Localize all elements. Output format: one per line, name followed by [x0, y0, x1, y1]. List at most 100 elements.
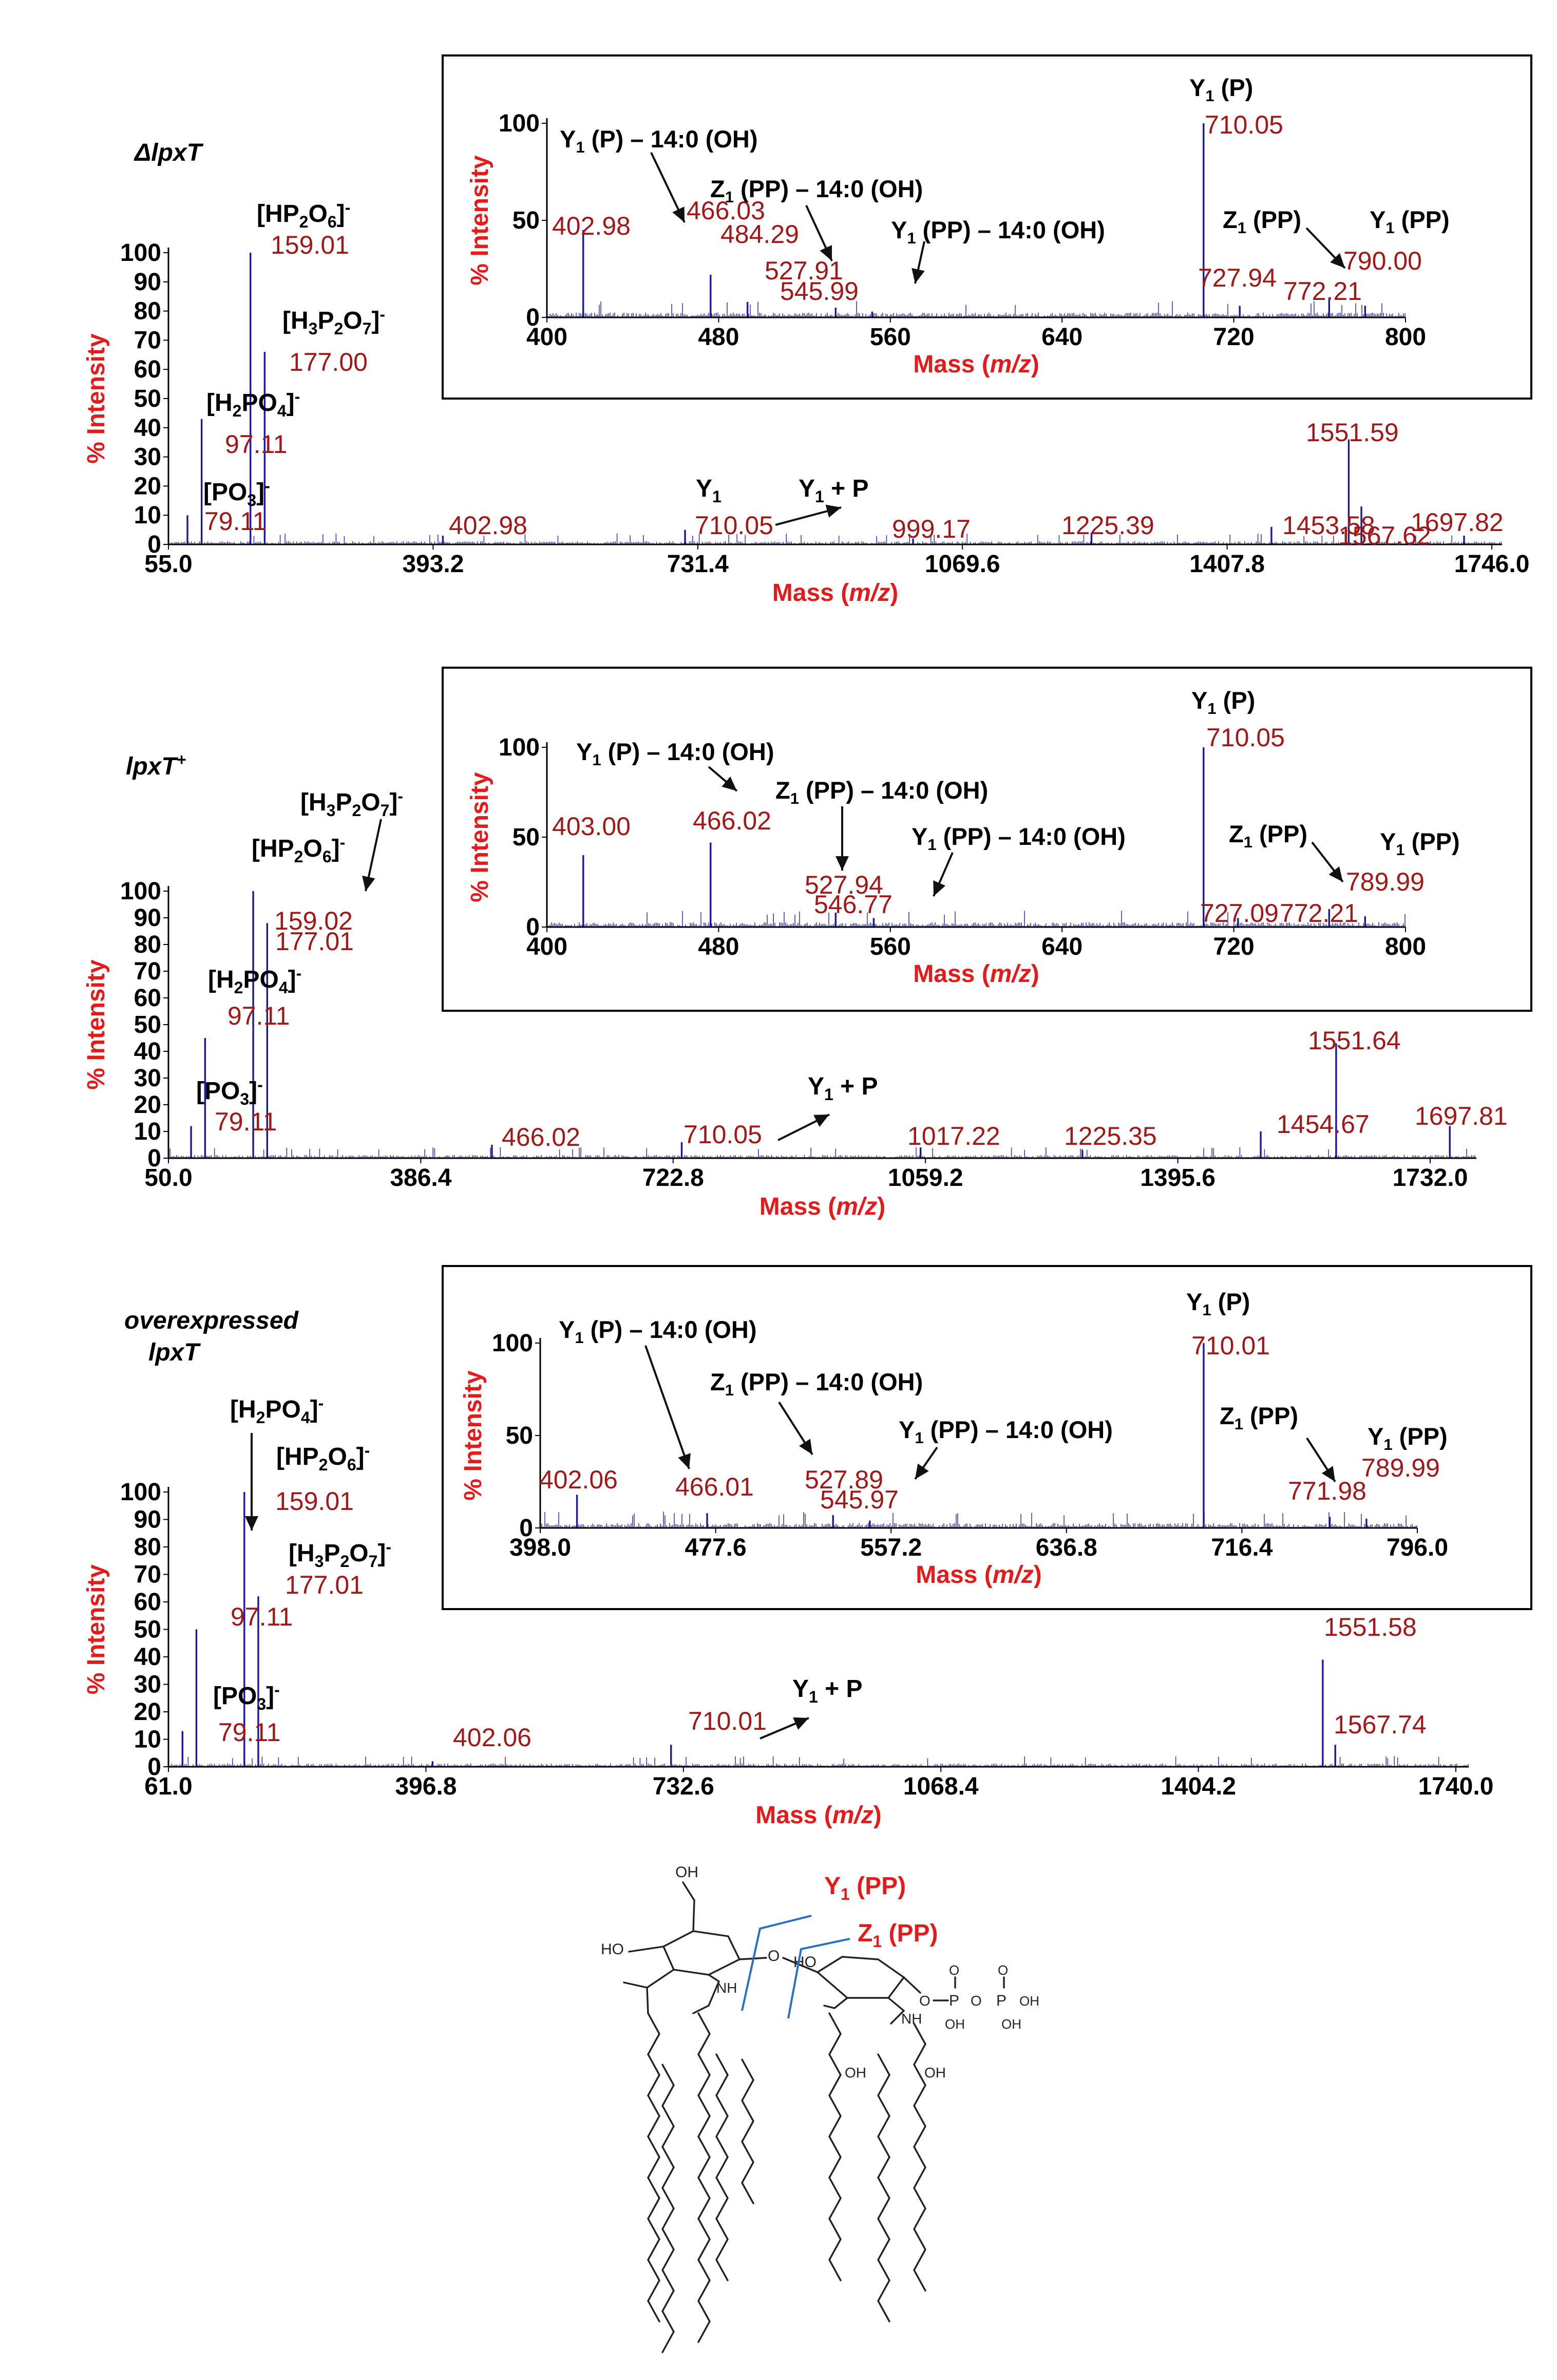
atom-nh1: NH — [716, 1980, 737, 1996]
annotation-label: Y1 (PP) — [1380, 828, 1460, 859]
y-tick-label: 0 — [519, 1515, 533, 1542]
y-tick-label: 30 — [134, 1671, 161, 1698]
peak-label: 1454.67 — [1277, 1110, 1370, 1139]
x-tick-label: 386.4 — [390, 1164, 451, 1192]
y-tick-label: 20 — [134, 473, 161, 500]
peak-label: 789.99 — [1346, 867, 1425, 896]
peak-label: 1017.22 — [907, 1122, 1000, 1150]
annotation-label: [H2PO4]- — [230, 1394, 324, 1427]
y-axis-title: % Intensity — [83, 959, 110, 1090]
x-tick-label: 1407.8 — [1189, 551, 1265, 578]
x-tick-label: 800 — [1385, 933, 1426, 960]
y-tick-label: 80 — [134, 931, 161, 958]
panel-title-text: ΔlpxT — [134, 139, 204, 166]
panel-title-line: lpxT — [148, 1339, 201, 1366]
y-axis-title: % Intensity — [83, 1564, 110, 1695]
peak-label: 466.02 — [693, 806, 771, 835]
y-tick-label: 40 — [134, 1644, 161, 1671]
annotation-label: Y1 — [696, 475, 721, 506]
annotation-label: Z1 (PP) — [1223, 206, 1301, 237]
y-tick-label: 70 — [134, 958, 161, 985]
x-tick-label: 50.0 — [144, 1164, 192, 1192]
peak-label: 772.21 — [1280, 899, 1358, 928]
inset-zoom: 0 50 100 400 480 560 640 720 800 Mass (m/z) % Inte… — [442, 54, 1532, 400]
x-tick-label: 400 — [526, 933, 567, 960]
annotation-label: Z1 (PP) — [1220, 1402, 1298, 1433]
x-tick-label: 557.2 — [860, 1534, 922, 1561]
y-tick-label: 60 — [134, 985, 161, 1012]
peak-label: 1551.58 — [1324, 1613, 1417, 1641]
peak-label: 545.99 — [780, 277, 859, 306]
x-tick-label: 731.4 — [667, 551, 729, 578]
annotation-label: Y1 (PP) – 14:0 (OH) — [912, 823, 1126, 854]
annotation-label: [PO3]- — [213, 1680, 280, 1713]
peak-label: 789.99 — [1361, 1453, 1440, 1482]
annotation-label: Y1 (P) – 14:0 (OH) — [576, 738, 774, 769]
x-tick-label: 393.2 — [402, 551, 464, 578]
annotation-arrow — [650, 152, 686, 223]
baseline-noise — [168, 1147, 1475, 1158]
peak-label: 79.11 — [204, 507, 267, 536]
annotation-arrow — [912, 241, 925, 284]
x-tick-label: 61.0 — [144, 1773, 192, 1800]
peak-label: 1551.59 — [1306, 418, 1399, 447]
x-axis-title: Mass (m/z) — [913, 960, 1039, 988]
annotation-label: [H2PO4]- — [208, 964, 301, 997]
y-tick-label: 50 — [512, 207, 540, 234]
annotation-label: Y1 (P) — [1189, 74, 1253, 105]
peak-label: 177.00 — [289, 348, 368, 376]
annotation-arrow — [777, 1113, 830, 1141]
annotation-arrow — [805, 205, 833, 261]
peak-label: 727.94 — [1198, 263, 1277, 292]
y-tick-label: 50 — [506, 1422, 533, 1449]
y-tick-label: 50 — [512, 824, 540, 851]
y-tick-label: 50 — [134, 385, 161, 412]
annotation-label: Y1 (PP) – 14:0 (OH) — [891, 216, 1105, 247]
inset-zoom: 0 50 100 400 480 560 640 720 800 Mass (m/z) % Inte… — [442, 667, 1532, 1012]
x-axis-title: Mass (m/z) — [759, 1193, 885, 1220]
atom-nh2: NH — [901, 2011, 922, 2027]
annotation-label: Y1 (P) – 14:0 (OH) — [559, 1316, 757, 1347]
peak-label: 545.97 — [820, 1485, 899, 1514]
y-tick-label: 100 — [499, 734, 540, 761]
y-axis-title: % Intensity — [466, 772, 493, 902]
inset-zoom: 0 50 100 398.0 477.6 557.2 636.8 716.4 796.0 Mass… — [442, 1265, 1532, 1610]
annotation-label: [HP2O6]- — [276, 1441, 370, 1474]
x-tick-label: 1746.0 — [1454, 551, 1530, 578]
peak-label: 1697.81 — [1415, 1102, 1508, 1130]
peak-label: 727.09 — [1200, 899, 1279, 928]
atom-o_link: O — [768, 1948, 780, 1965]
y-tick-label: 30 — [134, 1065, 161, 1092]
x-tick-label: 55.0 — [144, 551, 192, 578]
y-tick-label: 90 — [134, 1506, 161, 1534]
peak-label: 466.03 — [687, 196, 765, 225]
y-axis-title: % Intensity — [83, 333, 110, 464]
atom-oh_p1: OH — [945, 2016, 965, 2032]
peak-label: 97.11 — [225, 430, 287, 459]
cleavage-label-z1: Z1 (PP) — [858, 1920, 938, 1951]
peak-label: 710.05 — [1206, 723, 1285, 752]
x-tick-label: 636.8 — [1036, 1534, 1097, 1561]
annotation-label: Z1 (PP) – 14:0 (OH) — [710, 175, 923, 206]
annotation-arrow — [778, 1401, 813, 1456]
x-tick-label: 716.4 — [1211, 1534, 1273, 1561]
atom-oh_chain2: OH — [924, 2065, 946, 2081]
atom-p2: P — [996, 1992, 1007, 2009]
x-tick-label: 396.8 — [395, 1773, 457, 1800]
peak-label: 79.11 — [218, 1718, 280, 1747]
peak-label: 1551.64 — [1308, 1026, 1401, 1055]
atom-oh_p2a: OH — [1019, 1993, 1039, 2009]
annotation-arrow — [933, 852, 954, 897]
y-tick-label: 90 — [134, 269, 161, 296]
annotation-label: [H3P2O7]- — [300, 787, 403, 820]
annotation-label: Z1 (PP) – 14:0 (OH) — [710, 1368, 923, 1399]
panel-title: lpxT+ — [126, 750, 186, 780]
atom-o_eq2: O — [998, 1962, 1008, 1978]
peak-label: 790.00 — [1343, 247, 1422, 275]
panel-title-line: overexpressed — [124, 1307, 299, 1334]
peak-label: 527.94 — [805, 871, 883, 899]
